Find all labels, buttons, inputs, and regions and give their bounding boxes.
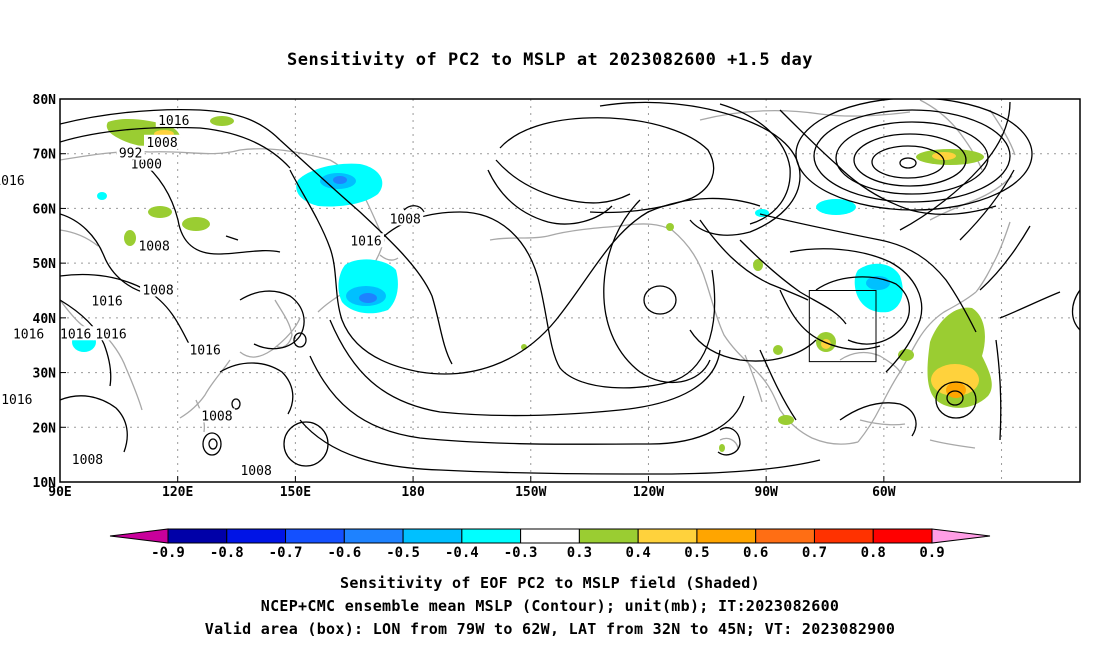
lon-tick-label: 90E bbox=[48, 485, 71, 500]
lon-tick-label: 150W bbox=[515, 485, 546, 500]
colorbar-label: -0.6 bbox=[327, 545, 361, 561]
contour-label: 1016 bbox=[0, 174, 25, 189]
colorbar-label: 0.7 bbox=[802, 545, 827, 561]
colorbar-label: 0.6 bbox=[743, 545, 768, 561]
colorbar-swatch bbox=[520, 528, 580, 544]
lat-tick-label: 50N bbox=[33, 257, 57, 272]
contour-label: 1016 bbox=[189, 344, 220, 359]
contour-label-bg bbox=[89, 293, 126, 308]
contour-label: 1008 bbox=[72, 453, 103, 468]
colorbar-low-arrow bbox=[109, 528, 169, 544]
latitude-ticks: 80N 70N 60N 50N 40N 30N 20N 10N bbox=[33, 93, 66, 491]
lat-tick-label: 30N bbox=[33, 367, 57, 382]
contour-label: 1008 bbox=[142, 284, 173, 299]
contour-label-bg bbox=[155, 112, 192, 127]
contour-label: 1008 bbox=[146, 136, 177, 151]
lon-tick-label: 120E bbox=[162, 485, 193, 500]
contour-label-bg bbox=[0, 173, 27, 188]
colorbar-swatch bbox=[167, 528, 228, 544]
colorbar-swatch bbox=[285, 528, 345, 544]
contour-label-bg bbox=[144, 134, 180, 149]
colorbar-high-arrow bbox=[931, 528, 991, 544]
contour-label: 1016 bbox=[1, 393, 32, 408]
contour-label: 1008 bbox=[390, 212, 421, 227]
colorbar-swatch bbox=[637, 528, 698, 544]
colorbar-label: -0.5 bbox=[386, 545, 420, 561]
colorbar-label: -0.8 bbox=[210, 545, 244, 561]
lon-tick-label: 60W bbox=[872, 485, 896, 500]
colorbar-swatch bbox=[226, 528, 287, 544]
lat-tick-label: 20N bbox=[33, 421, 57, 436]
lon-tick-label: 150E bbox=[280, 485, 311, 500]
lat-tick-label: 80N bbox=[33, 93, 57, 108]
colorbar-label: -0.7 bbox=[269, 545, 303, 561]
contour-label: 1016 bbox=[350, 234, 381, 249]
lon-tick-label: 120W bbox=[633, 485, 664, 500]
contour-label-bg bbox=[348, 233, 384, 248]
contour-label-bg bbox=[128, 156, 165, 171]
footer-line-1: Sensitivity of EOF PC2 to MSLP field (Sh… bbox=[340, 574, 760, 592]
contour-label: 1008 bbox=[201, 409, 232, 424]
contour-label-bg bbox=[140, 282, 177, 297]
contour-label: 1008 bbox=[138, 240, 169, 255]
colorbar-swatch bbox=[755, 528, 815, 544]
colorbar-label: 0.4 bbox=[626, 545, 651, 561]
footer-line-2: NCEP+CMC ensemble mean MSLP (Contour); u… bbox=[260, 597, 840, 615]
colorbar-swatch bbox=[578, 528, 639, 544]
contour-label-bg bbox=[69, 452, 106, 467]
contour-label-bg bbox=[93, 326, 129, 341]
contour-label: 1016 bbox=[158, 114, 189, 129]
colorbar-label: -0.4 bbox=[445, 545, 479, 561]
lat-tick-label: 60N bbox=[33, 202, 57, 217]
colorbar-swatch bbox=[872, 528, 933, 544]
contour-label: 1016 bbox=[13, 327, 44, 342]
colorbar-swatch bbox=[461, 528, 522, 544]
colorbar-label: 0.3 bbox=[567, 545, 592, 561]
contour-label-bg bbox=[116, 145, 145, 160]
valid-area-box bbox=[808, 290, 877, 363]
contour-label-bg bbox=[387, 211, 424, 226]
contour-label: 1016 bbox=[91, 294, 122, 309]
contour-label: 992 bbox=[119, 147, 142, 162]
colorbar-swatch bbox=[813, 528, 874, 544]
lat-tick-label: 70N bbox=[33, 148, 57, 163]
colorbar-label: -0.3 bbox=[504, 545, 538, 561]
contour-label-bg bbox=[136, 238, 173, 253]
longitude-ticks: 90E 120E 150E 180 150W 120W 90W 60W bbox=[48, 476, 896, 500]
lat-tick-label: 10N bbox=[33, 476, 57, 491]
map-title: Sensitivity of PC2 to MSLP at 2023082600… bbox=[286, 50, 813, 70]
lat-tick-label: 40N bbox=[33, 312, 57, 327]
colorbar-label: 0.5 bbox=[684, 545, 709, 561]
grid-lines bbox=[60, 99, 1080, 482]
contour-label: 1016 bbox=[95, 327, 126, 342]
contour-label-bg bbox=[238, 463, 275, 478]
lon-tick-label: 180 bbox=[401, 485, 425, 500]
contour-label: 1000 bbox=[131, 158, 162, 173]
map-frame bbox=[59, 98, 1081, 483]
contour-label-bg bbox=[198, 408, 235, 423]
footer-line-3: Valid area (box): LON from 79W to 62W, L… bbox=[204, 620, 896, 638]
colorbar-label: 0.9 bbox=[919, 545, 944, 561]
colorbar-swatch bbox=[402, 528, 463, 544]
colorbar-label: 0.8 bbox=[861, 545, 886, 561]
colorbar: -0.9 -0.8 -0.7 -0.6 -0.5 -0.4 -0.3 0.3 0.4 0.5 0.6… bbox=[109, 528, 991, 561]
contour-label-bg bbox=[187, 342, 224, 357]
colorbar-swatch bbox=[343, 528, 404, 544]
colorbar-label: -0.9 bbox=[151, 545, 185, 561]
contour-label-bg bbox=[57, 326, 94, 341]
contour-label: 1016 bbox=[60, 327, 91, 342]
contour-label: 1008 bbox=[240, 464, 271, 479]
lon-tick-label: 90W bbox=[754, 485, 778, 500]
contour-label-bg bbox=[0, 391, 35, 406]
contour-label-bg bbox=[10, 326, 47, 341]
mslp-contours bbox=[60, 99, 1080, 475]
colorbar-swatch bbox=[696, 528, 757, 544]
